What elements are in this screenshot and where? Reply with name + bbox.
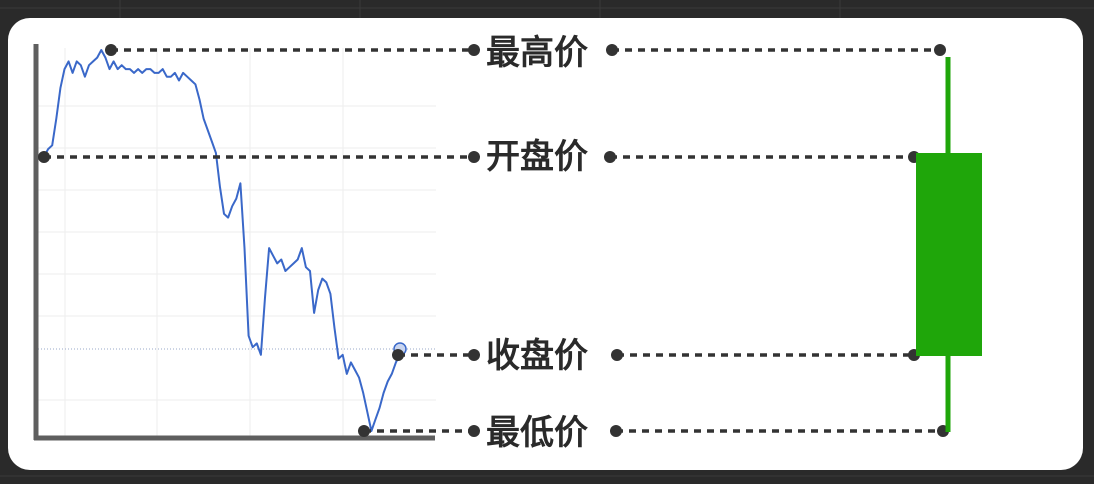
label-low: 最低价: [486, 413, 588, 453]
price-line: [43, 49, 401, 432]
candle-body: [916, 153, 982, 356]
label-close: 收盘价: [486, 336, 588, 376]
chart-grid: [38, 48, 436, 436]
diagram-card: [8, 18, 1083, 470]
label-high: 最高价: [486, 33, 588, 73]
label-open: 开盘价: [486, 137, 588, 177]
